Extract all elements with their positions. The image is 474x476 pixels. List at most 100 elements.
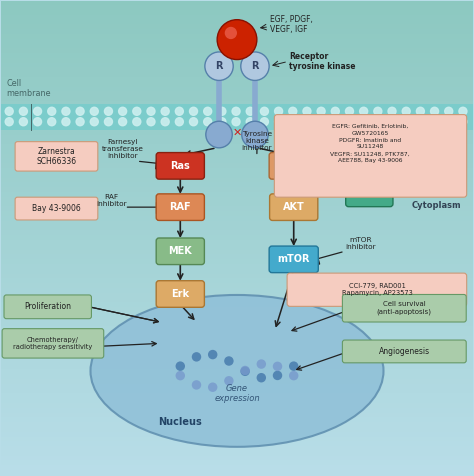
Circle shape [331, 107, 339, 115]
Circle shape [147, 118, 155, 126]
Circle shape [241, 52, 269, 80]
Bar [0, 0, 474, 6]
Circle shape [161, 118, 169, 126]
Bar [0, 87, 474, 92]
Bar [0, 202, 474, 207]
Bar [0, 96, 474, 101]
Circle shape [256, 359, 266, 369]
Bar [0, 139, 474, 145]
Bar [0, 321, 474, 327]
Bar [0, 388, 474, 394]
Bar [0, 72, 474, 78]
Text: Cell survival
(anti-apoptosis): Cell survival (anti-apoptosis) [377, 301, 432, 315]
Text: AKT: AKT [283, 202, 305, 212]
Circle shape [374, 118, 382, 126]
Text: mTOR: mTOR [277, 254, 310, 264]
Bar [0, 178, 474, 183]
Bar [0, 274, 474, 279]
Bar [0, 384, 474, 389]
FancyBboxPatch shape [15, 197, 98, 220]
Bar [0, 58, 474, 63]
Bar [0, 393, 474, 398]
Text: CCI-779, RAD001
Rapamycin, AP23573: CCI-779, RAD001 Rapamycin, AP23573 [342, 283, 412, 296]
Circle shape [360, 118, 368, 126]
Bar [0, 129, 474, 135]
Text: Ras: Ras [171, 161, 190, 171]
Text: Nucleus: Nucleus [158, 417, 202, 427]
Bar [0, 441, 474, 446]
Text: Chemotherapy/
radiotherapy sensitivity: Chemotherapy/ radiotherapy sensitivity [13, 337, 92, 350]
Bar [0, 417, 474, 423]
Text: Receptor
tyrosine kinase: Receptor tyrosine kinase [289, 52, 356, 71]
Circle shape [62, 118, 70, 126]
Circle shape [104, 107, 112, 115]
Bar [0, 336, 474, 341]
Bar [0, 408, 474, 413]
Circle shape [246, 118, 254, 126]
Bar [0, 10, 474, 15]
Circle shape [90, 118, 98, 126]
Text: RAF
inhibitor: RAF inhibitor [96, 194, 127, 207]
Circle shape [317, 118, 325, 126]
Bar [0, 144, 474, 149]
Circle shape [289, 371, 299, 380]
Circle shape [346, 107, 354, 115]
Circle shape [175, 118, 183, 126]
Circle shape [192, 352, 201, 362]
Circle shape [204, 107, 212, 115]
Circle shape [190, 118, 198, 126]
Bar [0, 259, 474, 264]
Circle shape [274, 107, 283, 115]
FancyBboxPatch shape [156, 153, 204, 179]
Circle shape [430, 118, 438, 126]
Circle shape [147, 107, 155, 115]
Circle shape [273, 362, 282, 371]
Bar [0, 283, 474, 288]
Bar [0, 82, 474, 87]
FancyBboxPatch shape [156, 281, 204, 307]
Bar [0, 135, 474, 140]
Text: EGFR: Gefitinib, Erlotinib,
GW5720165
PDGFR: Imatinib and
SU11248
VEGFR: SU11248: EGFR: Gefitinib, Erlotinib, GW5720165 PD… [330, 124, 410, 163]
Circle shape [192, 380, 201, 390]
Bar [0, 230, 474, 236]
Bar [0, 374, 474, 379]
Bar [0, 365, 474, 370]
Text: Tyrosine
kinase
inhibitor: Tyrosine kinase inhibitor [242, 131, 272, 151]
Bar [0, 456, 474, 461]
Bar [0, 115, 474, 120]
Circle shape [402, 107, 410, 115]
Circle shape [206, 121, 232, 148]
Circle shape [224, 376, 234, 386]
Circle shape [208, 382, 218, 392]
Text: Bay 43-9006: Bay 43-9006 [32, 204, 81, 213]
Bar [0, 436, 474, 442]
Circle shape [360, 107, 368, 115]
Bar [0, 173, 474, 178]
Text: Farnesyl
transferase
inhibitor: Farnesyl transferase inhibitor [102, 139, 144, 159]
Circle shape [62, 107, 70, 115]
Bar [0, 312, 474, 317]
Bar [0, 350, 474, 356]
Circle shape [118, 107, 127, 115]
Bar [0, 68, 474, 73]
Circle shape [246, 107, 254, 115]
Bar [0, 307, 474, 312]
Bar [0, 302, 474, 307]
Circle shape [190, 107, 198, 115]
Bar [0, 154, 474, 159]
Circle shape [289, 118, 297, 126]
Circle shape [388, 107, 396, 115]
Circle shape [459, 118, 467, 126]
Bar [0, 43, 474, 49]
Bar [0, 451, 474, 456]
Bar [0, 240, 474, 245]
Circle shape [161, 107, 169, 115]
Circle shape [175, 107, 183, 115]
Text: R: R [251, 61, 259, 71]
FancyBboxPatch shape [2, 328, 104, 358]
Bar [0, 369, 474, 375]
Circle shape [218, 107, 226, 115]
Circle shape [19, 107, 27, 115]
Bar [0, 211, 474, 217]
Text: RAF: RAF [170, 202, 191, 212]
